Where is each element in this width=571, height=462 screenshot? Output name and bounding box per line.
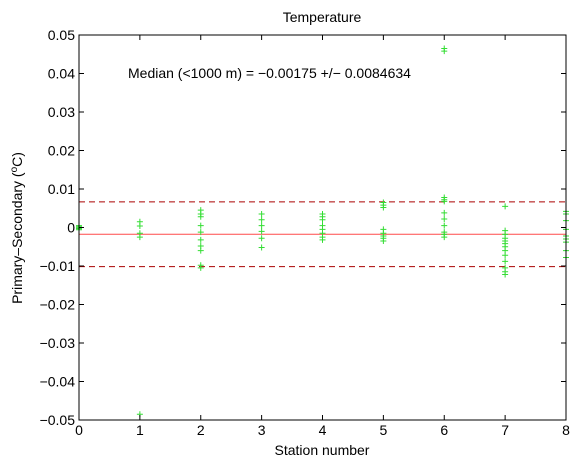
y-axis-label: Primary–Secondary (oC)	[9, 152, 26, 304]
data-point	[502, 252, 509, 259]
data-point	[502, 271, 509, 278]
data-point	[258, 228, 265, 235]
x-tick-label: 5	[379, 422, 387, 438]
x-tick-label: 1	[136, 422, 144, 438]
y-tick-label: −0.01	[40, 258, 76, 274]
data-point	[502, 258, 509, 265]
y-tick-label: −0.03	[40, 335, 76, 351]
y-axis-label-main: Primary–Secondary (	[9, 172, 25, 304]
y-tick-label: 0.04	[48, 66, 75, 82]
data-point	[197, 213, 204, 220]
data-point	[441, 234, 448, 241]
data-point	[258, 211, 265, 218]
x-tick-label: 0	[75, 422, 83, 438]
data-point	[258, 216, 265, 223]
data-point	[380, 204, 387, 211]
data-point	[136, 234, 143, 241]
axis-ticks	[78, 34, 567, 421]
data-point	[197, 236, 204, 243]
chart-title: Temperature	[283, 9, 362, 25]
data-point	[258, 244, 265, 251]
x-tick-label: 7	[501, 422, 509, 438]
data-point	[258, 222, 265, 229]
data-point	[197, 247, 204, 254]
y-tick-label: 0.03	[48, 104, 75, 120]
x-tick-label: 2	[197, 422, 205, 438]
y-tick-label: 0	[67, 220, 75, 236]
y-tick-label: −0.02	[40, 297, 76, 313]
data-point	[441, 209, 448, 216]
y-axis-label-sup: o	[9, 166, 20, 172]
data-point	[197, 229, 204, 236]
x-tick-label: 6	[440, 422, 448, 438]
y-axis-label-end: C)	[9, 152, 25, 167]
y-tick-label: −0.05	[40, 412, 76, 428]
x-tick-labels: 0 1 2 3 4 5 6 7 8	[75, 422, 570, 438]
data-point	[441, 216, 448, 223]
data-point	[380, 237, 387, 244]
y-tick-label: −0.04	[40, 374, 76, 390]
median-annotation: Median (<1000 m) = −0.00175 +/− 0.008463…	[128, 65, 411, 81]
data-point	[502, 203, 509, 210]
y-tick-labels: −0.05 −0.04 −0.03 −0.02 −0.01 0 0.01 0.02 0.03 0.…	[40, 27, 76, 428]
x-tick-label: 3	[258, 422, 266, 438]
data-point	[319, 216, 326, 223]
data-point	[258, 235, 265, 242]
data-point	[197, 222, 204, 229]
data-point	[136, 222, 143, 229]
x-tick-label: 8	[562, 422, 570, 438]
x-axis-label: Station number	[275, 442, 370, 458]
y-tick-label: 0.02	[48, 143, 75, 159]
data-point	[441, 222, 448, 229]
data-point	[197, 264, 204, 271]
y-tick-label: 0.05	[48, 27, 75, 43]
data-point	[319, 236, 326, 243]
data-point	[441, 198, 448, 205]
x-tick-label: 4	[319, 422, 327, 438]
y-tick-label: 0.01	[48, 181, 75, 197]
data-point	[441, 48, 448, 55]
